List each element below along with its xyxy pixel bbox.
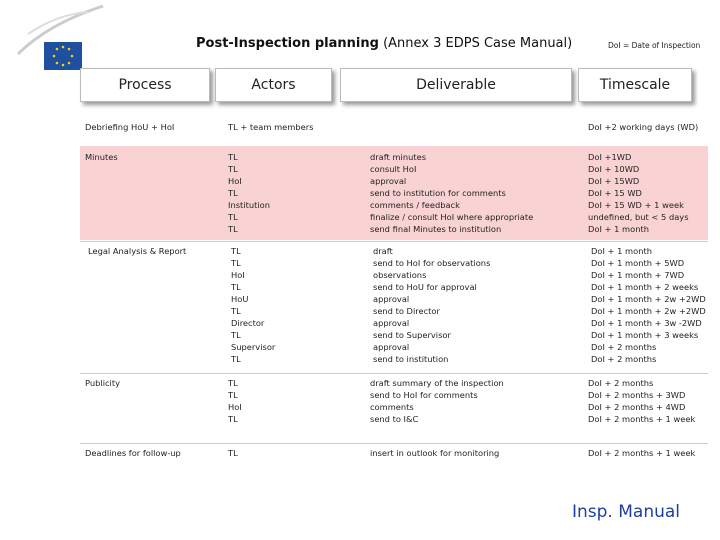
title: Post-Inspection planning (Annex 3 EDPS C… (196, 36, 572, 51)
deliverables-line: send to HoI for observations (373, 258, 491, 268)
timescale-line: undefined, but < 5 days (588, 212, 689, 222)
highlight-row (80, 146, 708, 240)
actors-line: TL (228, 448, 238, 458)
deliverables-line: comments / feedback (370, 200, 460, 210)
deliverables-line: approval (370, 176, 407, 186)
deliverables-line: send to Supervisor (373, 330, 451, 340)
timescale-line: DoI + 2 months (591, 354, 657, 364)
deliverables-line: send to I&C (370, 414, 419, 424)
timescale-line: DoI + 1 month + 2w +2WD (591, 294, 706, 304)
timescale-line: DoI + 2 months + 1 week (588, 448, 696, 458)
actors-line: TL (231, 354, 241, 364)
timescale-line: DoI + 1 month + 2w +2WD (591, 306, 706, 316)
timescale-line: DoI + 1 month + 3 weeks (591, 330, 699, 340)
actors-line: TL (231, 258, 241, 268)
deliverables-line: send final Minutes to institution (370, 224, 502, 234)
title-sub: (Annex 3 EDPS Case Manual) (383, 36, 573, 51)
deliverables-line: insert in outlook for monitoring (370, 448, 500, 458)
deliverables-line: draft summary of the inspection (370, 378, 504, 388)
eu-logo (16, 4, 104, 70)
process-cell: Deadlines for follow-up (85, 448, 181, 458)
deliverables-line: approval (373, 318, 410, 328)
actors-line: TL (228, 224, 238, 234)
deliverables-line: finalize / consult HoI where appropriate (370, 212, 534, 222)
actors-line: TL (231, 282, 241, 292)
timescale-line: DoI + 1 month (588, 224, 649, 234)
timescale-line: DoI +1WD (588, 152, 632, 162)
timescale-line: DoI + 2 months (588, 378, 654, 388)
actors-line: TL (228, 164, 238, 174)
actors-line: HoI (231, 270, 245, 280)
timescale-line: DoI + 1 month + 7WD (591, 270, 685, 280)
actors-line: TL (228, 152, 238, 162)
deliverables-line: comments (370, 402, 414, 412)
column-header: Timescale (578, 68, 692, 102)
timescale-line: DoI + 15 WD + 1 week (588, 200, 684, 210)
timescale-line: DoI + 15WD (588, 176, 640, 186)
actors-line: TL (228, 188, 238, 198)
timescale-line: DoI + 1 month + 3w -2WD (591, 318, 702, 328)
process-cell: Minutes (85, 152, 118, 162)
timescale-line: DoI + 2 months + 3WD (588, 390, 686, 400)
actors-line: Supervisor (231, 342, 276, 352)
deliverables-line: draft (373, 246, 393, 256)
note: DoI = Date of Inspection (608, 41, 701, 50)
actors-line: Institution (228, 200, 270, 210)
timescale-line: DoI + 10WD (588, 164, 640, 174)
deliverables-line: observations (373, 270, 427, 280)
timescale-line: DoI + 2 months (591, 342, 657, 352)
actors-line: HoU (231, 294, 249, 304)
deliverables-line: send to Director (373, 306, 440, 316)
actors-line: TL + team members (228, 122, 314, 132)
actors-line: TL (228, 378, 238, 388)
actors-line: TL (228, 212, 238, 222)
timescale-line: DoI +2 working days (WD) (588, 122, 699, 132)
actors-line: TL (228, 390, 238, 400)
deliverables-line: send to HoI for comments (370, 390, 478, 400)
deliverables-line: approval (373, 294, 410, 304)
actors-line: TL (231, 246, 241, 256)
process-cell: Legal Analysis & Report (88, 246, 187, 256)
column-header: Deliverable (340, 68, 572, 102)
title-main: Post-Inspection planning (196, 36, 379, 51)
timescale-line: DoI + 1 month (591, 246, 652, 256)
deliverables-line: draft minutes (370, 152, 427, 162)
timescale-line: DoI + 2 months + 4WD (588, 402, 686, 412)
timescale-line: DoI + 15 WD (588, 188, 642, 198)
actors-line: HoI (228, 402, 242, 412)
row-separator (80, 443, 708, 444)
timescale-line: DoI + 2 months + 1 week (588, 414, 696, 424)
timescale-line: DoI + 1 month + 5WD (591, 258, 685, 268)
timescale-line: DoI + 1 month + 2 weeks (591, 282, 699, 292)
footer: Insp. Manual (572, 502, 681, 522)
process-cell: Publicity (85, 378, 121, 388)
actors-line: Director (231, 318, 265, 328)
actors-line: TL (231, 306, 241, 316)
actors-line: TL (228, 414, 238, 424)
deliverables-line: send to HoU for approval (373, 282, 477, 292)
row-separator (80, 373, 708, 374)
column-header: Process (80, 68, 210, 102)
deliverables-line: send to institution (373, 354, 449, 364)
deliverables-line: send to institution for comments (370, 188, 506, 198)
deliverables-line: approval (373, 342, 410, 352)
row-separator (80, 241, 708, 242)
process-cell: Debriefing HoU + HoI (85, 122, 175, 132)
actors-line: HoI (228, 176, 242, 186)
actors-line: TL (231, 330, 241, 340)
deliverables-line: consult HoI (370, 164, 417, 174)
column-header: Actors (215, 68, 332, 102)
